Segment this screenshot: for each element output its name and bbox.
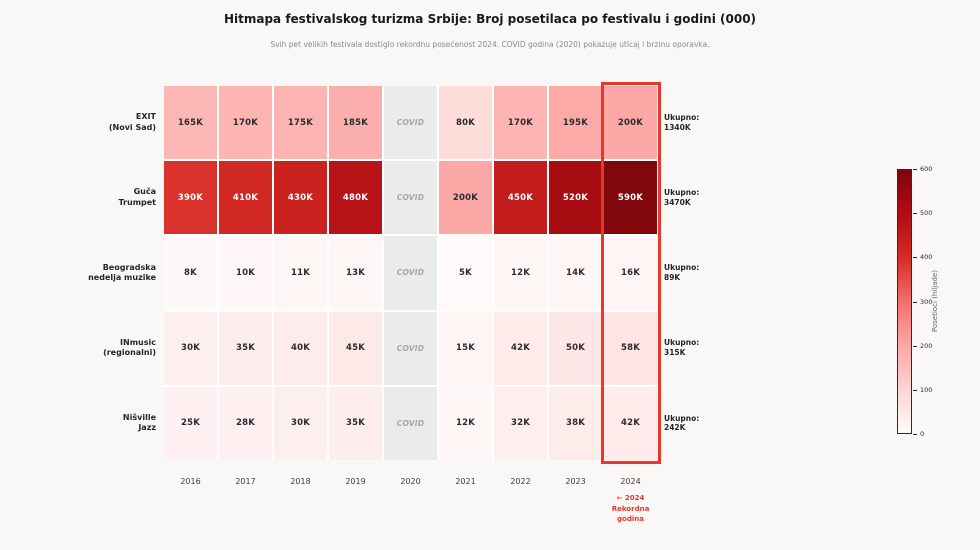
colorbar-tick-label: 200 [920, 341, 933, 350]
colorbar-tick-mark [913, 169, 917, 170]
colorbar-tick-label: 300 [920, 297, 933, 306]
x-tick-label: 2017 [235, 477, 256, 486]
heatmap-cell: 175K [274, 86, 327, 160]
colorbar-tick-label: 0 [920, 430, 925, 438]
heatmap-cell: 8K [164, 236, 217, 310]
heatmap-cell: 30K [164, 311, 217, 385]
heatmap-cell: 480K [329, 161, 382, 235]
heatmap-cell: 170K [494, 86, 547, 160]
heatmap-cell: 16K [604, 236, 657, 310]
heatmap-cell: 430K [274, 161, 327, 235]
heatmap-cell: 58K [604, 311, 657, 385]
heatmap-cell: 38K [549, 386, 602, 460]
heatmap-cell: 42K [494, 311, 547, 385]
x-tick-label: 2020 [400, 477, 421, 486]
heatmap-cell: 35K [219, 311, 272, 385]
heatmap-cell: COVID [384, 236, 437, 310]
colorbar-tick-label: 500 [920, 209, 933, 218]
heatmap-cell: 5K [439, 236, 492, 310]
record-year-annotation: ← 2024 Rekordna godina [611, 494, 650, 523]
heatmap-grid: 165K 170K 175K 185K COVID 80K 170K 195K 200K 390K… [164, 86, 657, 460]
row-label: Beogradska nedelja muzike [88, 262, 156, 282]
heatmap-cell: 200K [439, 161, 492, 235]
heatmap-cell: 42K [604, 386, 657, 460]
heatmap-cell: 25K [164, 386, 217, 460]
colorbar-tick-mark [913, 301, 917, 303]
heatmap-cell: COVID [384, 311, 437, 385]
heatmap-cell: 165K [164, 86, 217, 160]
row-total: Ukupno: 89K [664, 263, 700, 282]
heatmap-cell: 13K [329, 236, 382, 310]
heatmap-cell: 12K [494, 236, 547, 310]
colorbar-tick-mark [913, 257, 917, 259]
x-tick-label: 2023 [565, 477, 586, 486]
x-tick-label: 2024 [620, 477, 641, 486]
colorbar-tick-label: 600 [920, 165, 933, 173]
row-label: EXIT (Novi Sad) [108, 112, 156, 132]
x-tick-label: 2021 [455, 477, 476, 486]
heatmap-cell: 520K [549, 161, 602, 235]
colorbar-tick-mark [913, 345, 917, 347]
row-total: Ukupno: 1340K [664, 112, 700, 132]
heatmap-cell: 390K [164, 161, 217, 235]
heatmap-cell: 11K [274, 236, 327, 310]
x-tick-label: 2016 [180, 477, 201, 486]
heatmap-cell: 32K [494, 386, 547, 460]
colorbar-tick-mark [913, 434, 917, 435]
heatmap-cell: COVID [384, 161, 437, 235]
heatmap-cell: 200K [604, 86, 657, 160]
x-tick-label: 2019 [345, 477, 366, 486]
row-total: Ukupno: 315K [664, 338, 700, 358]
row-label: Guča Trumpet [118, 187, 156, 207]
heatmap-cell: 35K [329, 386, 382, 460]
x-tick-label: 2022 [510, 477, 531, 486]
heatmap-cell: 12K [439, 386, 492, 460]
heatmap-cell: 450K [494, 161, 547, 235]
heatmap-cell: 45K [329, 311, 382, 385]
colorbar-tick-label: 400 [920, 253, 933, 262]
colorbar-tick-mark [913, 213, 917, 215]
heatmap-cell: 14K [549, 236, 602, 310]
row-label: INmusic (regionalni) [103, 337, 156, 358]
row-total: Ukupno: 242K [664, 413, 700, 433]
heatmap-cell: 185K [329, 86, 382, 160]
chart-title: Hitmapa festivalskog turizma Srbije: Bro… [223, 12, 757, 26]
heatmap-cell: 30K [274, 386, 327, 460]
colorbar-axis-label: Posetioci (hiljade) [931, 270, 939, 333]
heatmap-cell: COVID [384, 386, 437, 460]
row-label: Nišville Jazz [122, 413, 156, 433]
heatmap-cell: 28K [219, 386, 272, 460]
chart-subtitle: Svih pet velikih festivala dostiglo reko… [270, 40, 710, 49]
heatmap-cell: 80K [439, 86, 492, 160]
heatmap-cell: 10K [219, 236, 272, 310]
colorbar-tick-mark [913, 389, 917, 391]
heatmap-cell: 15K [439, 311, 492, 385]
x-tick-label: 2018 [290, 477, 311, 486]
colorbar-gradient [897, 169, 912, 434]
heatmap-cell: 410K [219, 161, 272, 235]
heatmap-cell: 195K [549, 86, 602, 160]
heatmap-cell: 40K [274, 311, 327, 385]
colorbar-tick-label: 100 [920, 385, 933, 394]
heatmap-cell: COVID [384, 86, 437, 160]
heatmap-cell: 50K [549, 311, 602, 385]
heatmap-cell: 590K [604, 161, 657, 235]
row-total: Ukupno: 3470K [664, 188, 700, 207]
heatmap-cell: 170K [219, 86, 272, 160]
